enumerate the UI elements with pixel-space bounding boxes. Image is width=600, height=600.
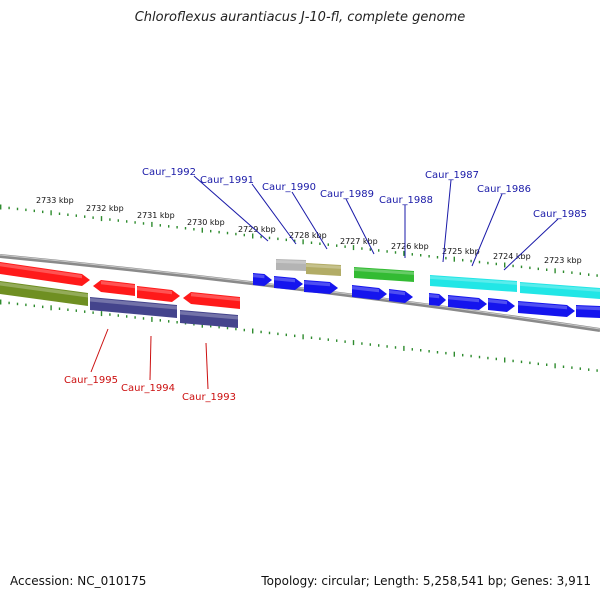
accession-label: Accession: NC_010175 bbox=[10, 574, 147, 588]
scale-label: 2729 kbp bbox=[238, 225, 276, 234]
gene-arrow bbox=[430, 275, 517, 292]
scale-label: 2726 kbp bbox=[391, 242, 429, 251]
scale-label: 2733 kbp bbox=[36, 196, 74, 205]
label-leaders bbox=[90, 175, 559, 390]
gene-label: Caur_1988 bbox=[379, 195, 433, 206]
gene-arrow bbox=[306, 263, 341, 276]
gene-label: Caur_1989 bbox=[320, 189, 374, 200]
gene-label: Caur_1992 bbox=[142, 167, 196, 178]
gene-label: Caur_1990 bbox=[262, 182, 316, 193]
gene-arrow bbox=[0, 281, 88, 306]
gene-label: Caur_1995 bbox=[64, 375, 118, 386]
scale-label: 2728 kbp bbox=[289, 231, 327, 240]
scale-label: 2725 kbp bbox=[442, 247, 480, 256]
scale-label: 2731 kbp bbox=[137, 211, 175, 220]
map-title: Chloroflexus aurantiacus J-10-fl, comple… bbox=[134, 10, 466, 25]
gene-arrow bbox=[518, 301, 575, 317]
gene-arrow bbox=[304, 280, 338, 294]
genome-summary: Topology: circular; Length: 5,258,541 bp… bbox=[261, 574, 591, 588]
gene-label: Caur_1993 bbox=[182, 392, 236, 403]
scale-label: 2732 kbp bbox=[86, 204, 124, 213]
leader-line bbox=[193, 175, 269, 242]
leader-line bbox=[291, 191, 328, 250]
leader-line bbox=[90, 328, 109, 373]
gene-arrow bbox=[354, 267, 414, 282]
scale-label: 2730 kbp bbox=[187, 218, 225, 227]
gene-arrow bbox=[389, 289, 413, 303]
leader-line bbox=[345, 198, 375, 255]
gene-labels: Caur_1992 Caur_1991 Caur_1990 Caur_1989 Caur… bbox=[64, 167, 587, 403]
gene-arrow bbox=[137, 286, 180, 302]
gene-arrow bbox=[183, 292, 240, 309]
scale-ticks-lower bbox=[0, 299, 598, 372]
leader-line bbox=[503, 218, 559, 271]
gene-arrow bbox=[429, 293, 446, 306]
leader-line bbox=[471, 193, 503, 267]
leader-line bbox=[149, 335, 152, 381]
gene-arrow bbox=[274, 276, 303, 290]
gene-arrow bbox=[253, 273, 272, 286]
genome-backbone bbox=[0, 254, 600, 332]
scale-labels: 2733 kbp 2732 kbp 2731 kbp 2730 kbp 2729 kbp… bbox=[36, 196, 582, 265]
scale-label: 2724 kbp bbox=[493, 252, 531, 261]
gene-label: Caur_1985 bbox=[533, 209, 587, 220]
gene-label: Caur_1991 bbox=[200, 175, 254, 186]
gene-arrow bbox=[352, 285, 387, 300]
gene-arrow bbox=[448, 295, 487, 310]
gene-arrow bbox=[0, 262, 90, 286]
gene-arrow bbox=[90, 297, 177, 318]
leader-line bbox=[205, 342, 209, 390]
gene-arrow bbox=[93, 280, 135, 296]
gene-arrow bbox=[520, 282, 600, 299]
leader-line bbox=[442, 179, 452, 263]
gene-arrow bbox=[180, 310, 238, 328]
gene-arrow bbox=[276, 259, 306, 271]
gene-label: Caur_1987 bbox=[425, 170, 479, 181]
gene-arrow bbox=[576, 305, 600, 318]
scale-ticks-upper bbox=[0, 204, 598, 277]
gene-label: Caur_1994 bbox=[121, 383, 175, 394]
leader-line bbox=[251, 183, 297, 245]
gene-features bbox=[0, 259, 600, 328]
gene-arrow bbox=[488, 298, 515, 312]
scale-label: 2723 kbp bbox=[544, 256, 582, 265]
gene-label: Caur_1986 bbox=[477, 184, 531, 195]
scale-label: 2727 kbp bbox=[340, 237, 378, 246]
